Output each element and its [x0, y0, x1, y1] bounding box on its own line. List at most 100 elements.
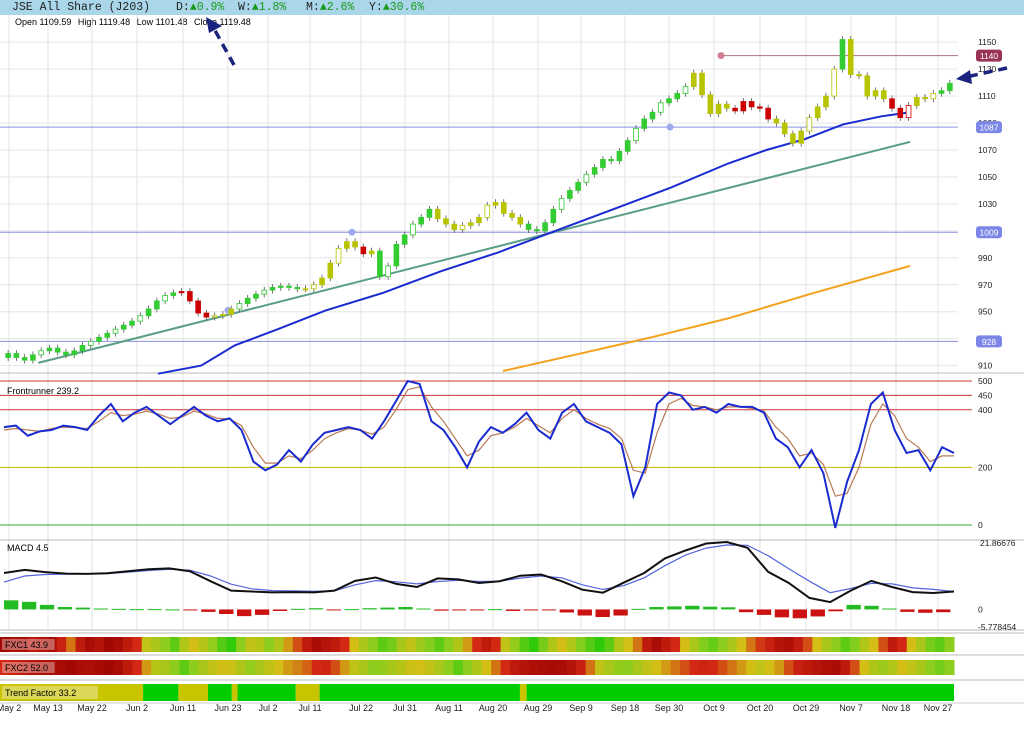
macd-histogram-bar	[918, 609, 933, 613]
candle	[641, 118, 648, 129]
fxc1-strip-cell	[141, 637, 152, 652]
fxc1-strip-cell	[708, 637, 719, 652]
candle	[938, 90, 945, 94]
fxc1-strip-cell	[651, 637, 662, 652]
candle	[21, 357, 28, 361]
candle	[467, 222, 474, 226]
macd-histogram-bar	[21, 601, 37, 610]
fxc1-strip-cell	[897, 637, 908, 652]
x-tick-label: May 22	[77, 703, 107, 713]
macd-histogram-bar	[613, 609, 628, 616]
macd-histogram-bar	[183, 609, 198, 611]
candle	[781, 122, 788, 135]
fxc2-strip-cell	[273, 660, 284, 675]
fxc1-strip-cell	[217, 637, 228, 652]
candle	[798, 130, 804, 144]
heatmap-panels: FXC1 43.9 FXC2 52.0 Trend Factor 33.2	[0, 637, 955, 701]
fxc1-strip-cell	[925, 637, 936, 652]
x-tick-label: Jun 2	[126, 703, 148, 713]
fxc1-strip-cell	[358, 637, 369, 652]
y-tick-label: 1150	[978, 37, 997, 47]
y-tick-label: 1070	[978, 145, 997, 155]
candle	[476, 216, 482, 224]
fxc2-strip-cell	[812, 660, 823, 675]
candle	[682, 86, 689, 94]
fxc2-strip-cell	[283, 660, 294, 675]
fxc1-strip-cell	[302, 637, 313, 652]
fxc2-strip-cell	[302, 660, 313, 675]
candle	[690, 72, 697, 88]
fxc1-strip-cell	[321, 637, 332, 652]
macd-histogram-bar	[720, 607, 736, 610]
candle	[814, 106, 821, 119]
fxc2-strip-cell	[170, 660, 180, 675]
fxc1-strip-cell	[944, 637, 955, 652]
fxc1-strip-cell	[179, 637, 190, 652]
x-tick-label: May 2	[0, 703, 21, 713]
fxc1-strip-label: FXC1 43.9	[5, 640, 48, 650]
frontrunner-signal-line	[3, 386, 954, 497]
candle	[54, 347, 61, 353]
candle	[773, 118, 780, 124]
y-tick-label: 200	[978, 462, 992, 472]
fxc1-strip-cell	[18, 637, 29, 652]
fxc1-strip-cell	[453, 637, 464, 652]
fxc2-strip-label: FXC2 52.0	[5, 663, 48, 673]
candle	[624, 140, 631, 152]
macd-histogram-bar	[523, 609, 539, 611]
x-tick-label: Oct 9	[703, 703, 725, 713]
macd-histogram-bar	[111, 608, 126, 610]
candle	[46, 347, 53, 352]
ohlc-readout: Open 1109.59 High 1119.48 Low 1101.48 Cl…	[15, 17, 255, 27]
fxc2-strip-cell	[396, 660, 407, 675]
macd-histogram-bar	[237, 609, 252, 617]
fxc2-strip-cell	[566, 660, 577, 675]
fxc1-strip-cell	[727, 637, 738, 652]
candle	[674, 92, 681, 100]
candle	[525, 223, 532, 230]
y-tick-label: 990	[978, 253, 992, 263]
fxc2-strip-cell	[519, 660, 530, 675]
fxc1-strip-cell	[28, 637, 39, 652]
trend-factor-strip-label-bg	[2, 686, 98, 699]
candle	[947, 82, 953, 92]
arrow-annotation-top	[210, 24, 236, 66]
price-level-badge	[976, 121, 1002, 134]
candle	[96, 336, 102, 342]
fxc2-strip-cell	[217, 660, 228, 675]
macd-histogram-bar	[290, 608, 306, 610]
candle	[897, 107, 904, 119]
fxc2-strip-cell	[47, 660, 58, 675]
x-tick-label: Nov 18	[882, 703, 911, 713]
fxc1-strip-cell	[528, 637, 539, 652]
trend-factor-strip-segment	[207, 684, 232, 701]
fxc2-strip-cell	[85, 660, 95, 675]
macd-histogram-bar	[398, 607, 413, 610]
fxc2-strip-cell	[935, 660, 946, 675]
fxc2-strip-cell	[651, 660, 662, 675]
candle	[550, 208, 557, 224]
candle	[451, 223, 458, 230]
fxc1-strip-cell	[151, 637, 162, 652]
level-marker	[348, 228, 356, 236]
trend-factor-strip-segment	[526, 684, 954, 701]
macd-histogram-bar	[470, 609, 485, 611]
fxc2-strip-cell	[226, 660, 237, 675]
fxc2-strip-cell	[198, 660, 209, 675]
fxc1-strip-cell	[850, 637, 861, 652]
candle	[178, 291, 185, 294]
candle	[914, 97, 920, 106]
fxc1-strip-cell	[793, 637, 804, 652]
fxc2-strip-cell	[207, 660, 218, 675]
fxc1-strip-cell	[500, 637, 511, 652]
candle	[253, 293, 259, 299]
candle	[410, 223, 416, 236]
candle	[277, 285, 284, 288]
x-tick-label: Nov 7	[839, 703, 863, 713]
fxc1-strip-cell	[236, 637, 247, 652]
trend-factor-strip-segment	[0, 684, 144, 701]
fxc2-strip-cell	[868, 660, 879, 675]
fxc2-strip-cell	[680, 660, 691, 675]
fxc1-strip-cell	[122, 637, 133, 652]
